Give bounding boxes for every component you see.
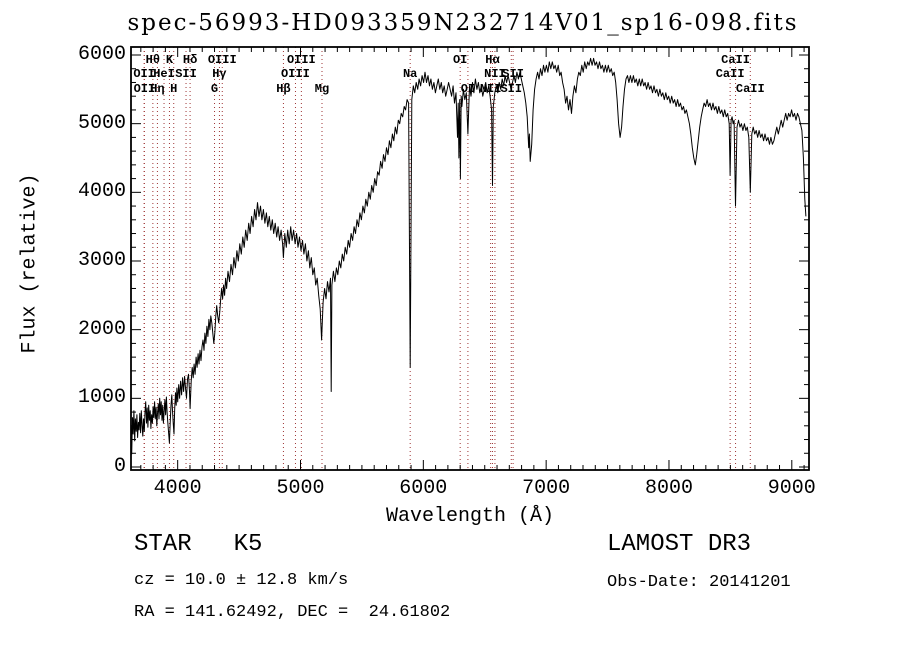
- spectral-line-label: OI: [452, 53, 468, 67]
- y-axis-label: Flux (relative): [18, 173, 42, 354]
- spectral-line-label: Hθ: [145, 53, 161, 67]
- x-tick-label: 8000: [644, 477, 693, 500]
- spectral-line-label: NII: [484, 67, 506, 81]
- x-tick-label: 6000: [399, 477, 448, 500]
- subclass-label: K5: [233, 531, 263, 558]
- x-tick-label: 4000: [153, 477, 202, 500]
- spectral-line-label: G: [210, 82, 219, 96]
- x-tick-label: 9000: [767, 477, 816, 500]
- spectral-line-label: CaII: [721, 53, 750, 67]
- spectral-line-label: Na: [402, 67, 418, 81]
- y-tick-label: 4000: [77, 180, 126, 204]
- plot-frame: [130, 46, 810, 471]
- spectral-line-label: OIII: [286, 53, 316, 67]
- spectral-line-label: HeI: [153, 67, 175, 81]
- spectral-line-label: Hδ: [182, 53, 198, 67]
- spectral-line-label: CaII: [735, 82, 765, 96]
- spectral-line-label: Mg: [314, 82, 330, 96]
- y-tick-label: 0: [113, 455, 126, 478]
- spectral-line-label: Hα: [485, 53, 500, 67]
- spectral-line-label: OII: [133, 67, 155, 81]
- spectral-line-label: NII: [479, 82, 502, 96]
- spectral-line-label: OIII: [207, 53, 237, 67]
- classification-line: STAR K5: [134, 531, 262, 558]
- object-type-label: STAR: [134, 531, 192, 558]
- page-title: spec-56993-HD093359N232714V01_sp16-098.f…: [127, 10, 799, 36]
- spectral-line-label: H: [170, 82, 178, 96]
- spectral-line-label: SII: [502, 67, 524, 81]
- spectral-line-label: OII: [133, 82, 156, 96]
- spectrum-trace: [130, 57, 807, 455]
- spectral-line-label: SII: [175, 67, 197, 81]
- spectral-line-label: CaII: [715, 67, 745, 81]
- y-tick-label: 3000: [77, 249, 126, 272]
- survey-label: LAMOST DR3: [607, 531, 752, 558]
- spectral-line-label: OIII: [281, 67, 310, 81]
- spectral-line-label: K: [165, 53, 174, 67]
- spectral-line-label: SII: [500, 82, 523, 96]
- spectral-line-label: Hγ: [212, 67, 227, 81]
- radec-label: RA = 141.62492, DEC = 24.61802: [134, 603, 451, 622]
- cz-label: cz = 10.0 ± 12.8 km/s: [134, 571, 349, 590]
- x-tick-label: 5000: [276, 477, 325, 500]
- spectral-line-label: Hβ: [276, 82, 291, 96]
- x-axis-label: Wavelength (Å): [385, 505, 555, 528]
- y-tick-label: 2000: [77, 317, 126, 341]
- y-tick-label: 1000: [77, 386, 126, 410]
- y-tick-label: 5000: [77, 111, 126, 135]
- spectral-line-label: Hη: [150, 82, 165, 96]
- x-tick-label: 7000: [522, 477, 571, 500]
- obs-date-label: Obs-Date: 20141201: [607, 573, 791, 592]
- spectral-line-label: OI: [460, 82, 476, 96]
- y-tick-label: 6000: [77, 43, 126, 66]
